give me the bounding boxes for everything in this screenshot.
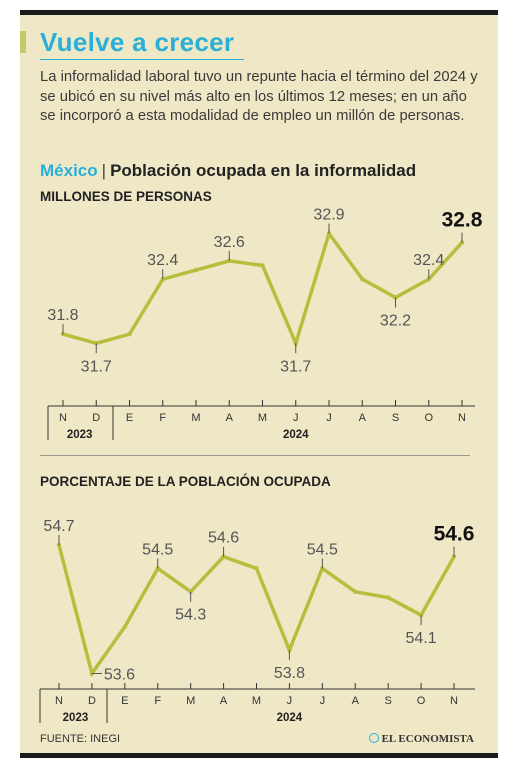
infographic-card: [20, 10, 498, 758]
chart2-data-label: 54.6: [434, 523, 475, 546]
chart-header-country: México: [40, 161, 98, 180]
chart1-x-tick-label: F: [159, 412, 166, 424]
chart1-year-label: 2024: [283, 429, 309, 441]
chart1-x-tick-label: M: [191, 412, 200, 424]
subtitle-text: La informalidad laboral tuvo un repunte …: [40, 69, 478, 124]
chart1-data-label: 32.8: [442, 209, 483, 232]
chart2-data-label: 54.5: [142, 541, 173, 558]
chart2-x-tick-label: M: [186, 695, 195, 707]
title-underline: [40, 59, 244, 60]
chart1-data-label: 31.8: [47, 307, 78, 324]
chart2-data-label: 53.6: [104, 666, 135, 683]
chart1-data-label: 31.7: [81, 358, 112, 375]
chart2-x-tick-label: M: [252, 695, 261, 707]
chart2-data-point: [122, 624, 128, 629]
chart1-x-tick-label: J: [326, 412, 332, 424]
chart2-x-tick-label: J: [320, 695, 326, 707]
chart1-data-label: 31.7: [280, 358, 311, 375]
chart1-data-label: 32.9: [313, 206, 344, 223]
chart1-x-tick-label: J: [293, 412, 299, 424]
brand-name: EL ECONOMISTA: [381, 733, 474, 745]
chart1-data-label: 32.4: [147, 252, 178, 269]
chart2-series-line: [57, 544, 456, 678]
chart2-data-point: [385, 595, 391, 600]
chart1-data-label: 32.6: [214, 234, 245, 251]
chart2-year-label: 2024: [277, 712, 303, 724]
chart2-data-label: 53.8: [274, 665, 305, 682]
chart2-x-tick-label: A: [220, 695, 228, 707]
section-divider: [40, 455, 470, 456]
chart2-data-label: 54.6: [208, 530, 239, 547]
chart1-x-tick-label: E: [126, 412, 133, 424]
chart2-x-tick-label: D: [88, 695, 96, 707]
chart-header: México | Población ocupada en la informali…: [40, 160, 416, 182]
chart2-x-tick-label: A: [352, 695, 360, 707]
chart1-data-point: [260, 263, 265, 268]
chart2-x-tick-label: J: [287, 695, 293, 707]
chart2-data-label: 54.7: [43, 518, 74, 535]
chart2-x-tick-label: S: [384, 695, 391, 707]
chart1-x-tick-label: S: [392, 412, 399, 424]
chart1-title: MILLONES DE PERSONAS: [40, 189, 212, 204]
chart2-x-tick-label: O: [417, 695, 426, 707]
chart1-x-tick-label: M: [258, 412, 267, 424]
chart1-year-label: 2023: [67, 429, 93, 441]
chart2-data-point: [254, 566, 259, 571]
brand-logo: EL ECONOMISTA: [368, 733, 474, 745]
chart2-data-label: 54.3: [175, 607, 206, 624]
chart1-data-point: [360, 277, 365, 282]
chart2-data-point: [353, 589, 358, 594]
chart1-x-tick-label: N: [59, 412, 67, 424]
chart-header-topic: Población ocupada en la informalidad: [110, 161, 417, 180]
chart2-x-tick-label: E: [121, 695, 128, 707]
chart2-x-tick-label: N: [55, 695, 63, 707]
title-accent-bar: [20, 31, 26, 53]
chart2-x-tick-label: N: [450, 695, 458, 707]
chart2-year-label: 2023: [63, 712, 89, 724]
chart1-x-tick-label: N: [458, 412, 466, 424]
chart1-x-tick-label: A: [359, 412, 367, 424]
chart2-data-label: 54.5: [307, 541, 338, 558]
chart-header-separator: |: [101, 161, 107, 180]
chart1-x-tick-label: D: [92, 412, 100, 424]
chart1-data-label: 32.4: [413, 252, 444, 269]
chart1-data-label: 32.2: [380, 313, 411, 330]
source-note: FUENTE: INEGI: [40, 733, 121, 745]
chart1-x-tick-label: O: [424, 412, 433, 424]
chart1-data-point: [127, 331, 132, 337]
chart1-data-point: [193, 267, 199, 273]
chart1-x-tick-label: A: [226, 412, 234, 424]
page-title: Vuelve a crecer: [40, 27, 235, 57]
chart2-data-label: 54.1: [406, 630, 437, 647]
chart2-title: PORCENTAJE DE LA POBLACIÓN OCUPADA: [40, 474, 331, 489]
brand-icon: [368, 733, 379, 743]
chart2-x-tick-label: F: [154, 695, 161, 707]
